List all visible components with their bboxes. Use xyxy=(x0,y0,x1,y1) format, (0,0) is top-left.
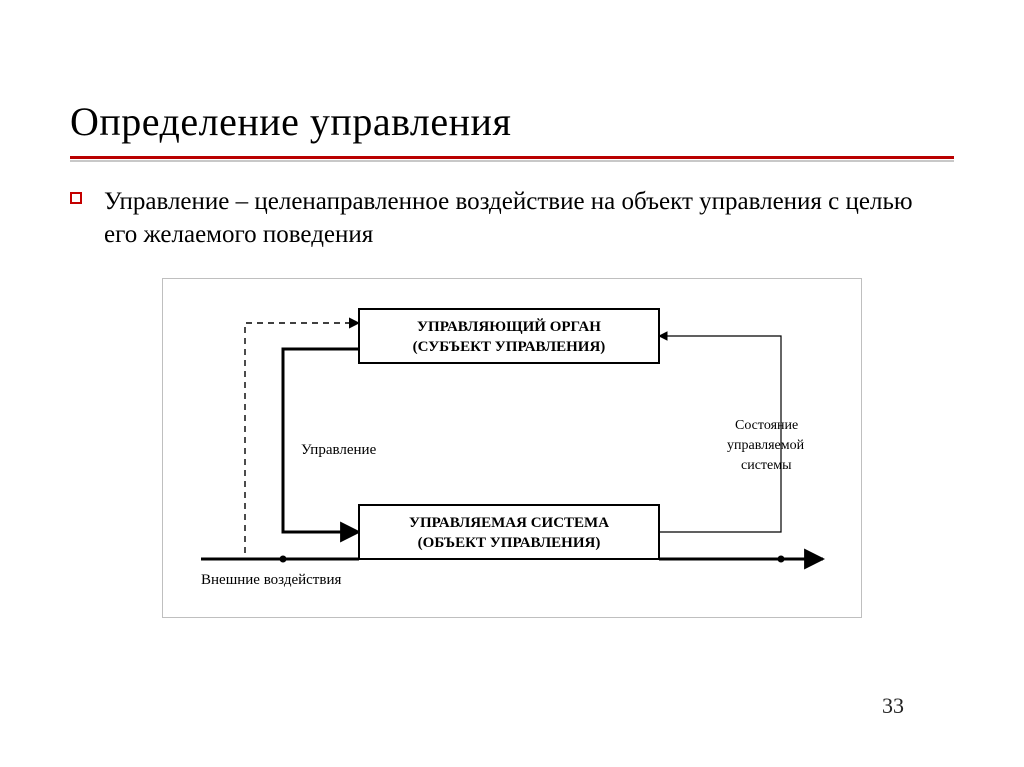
page-number: 33 xyxy=(882,693,904,719)
edge-feedback-up xyxy=(659,336,781,532)
bullet-icon xyxy=(70,192,82,204)
control-loop-diagram: УПРАВЛЯЮЩИЙ ОРГАН (СУБЪЕКТ УПРАВЛЕНИЯ) У… xyxy=(163,279,863,619)
edge-dashed-feedback xyxy=(245,323,359,559)
node-managed-line2: (ОБЪЕКТ УПРАВЛЕНИЯ) xyxy=(418,535,601,551)
slide: Определение управления Управление – целе… xyxy=(0,0,1024,767)
node-controlling-line2: (СУБЪЕКТ УПРАВЛЕНИЯ) xyxy=(413,339,606,355)
slide-title: Определение управления xyxy=(70,98,511,145)
label-state-1: Состояние xyxy=(735,418,798,433)
node-managed-line1: УПРАВЛЯЕМАЯ СИСТЕМА xyxy=(409,515,609,531)
edge-output-right xyxy=(659,556,823,563)
label-external: Внешние воздействия xyxy=(201,572,341,588)
label-state-3: системы xyxy=(741,458,792,473)
diagram-frame: УПРАВЛЯЮЩИЙ ОРГАН (СУБЪЕКТ УПРАВЛЕНИЯ) У… xyxy=(162,278,862,618)
body-paragraph: Управление – целенаправленное воздействи… xyxy=(104,186,924,251)
label-state-2: управляемой xyxy=(727,438,805,453)
label-upravlenie: Управление xyxy=(301,442,377,458)
edge-control-down xyxy=(283,349,359,532)
node-controlling-line1: УПРАВЛЯЮЩИЙ ОРГАН xyxy=(417,318,601,335)
node-controlling-organ: УПРАВЛЯЮЩИЙ ОРГАН (СУБЪЕКТ УПРАВЛЕНИЯ) xyxy=(359,309,659,363)
node-managed-system: УПРАВЛЯЕМАЯ СИСТЕМА (ОБЪЕКТ УПРАВЛЕНИЯ) xyxy=(359,505,659,559)
